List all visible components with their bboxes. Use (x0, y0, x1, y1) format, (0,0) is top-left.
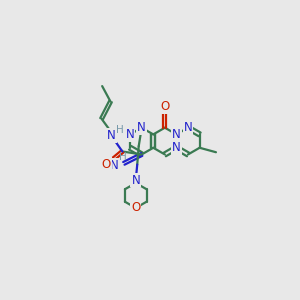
Text: O: O (102, 158, 111, 171)
Text: O: O (160, 100, 170, 113)
Text: N: N (107, 129, 116, 142)
Text: N: N (110, 159, 118, 172)
Text: H: H (118, 152, 126, 162)
Text: N: N (172, 128, 181, 141)
Text: N: N (126, 128, 134, 141)
Text: N: N (184, 121, 192, 134)
Text: N: N (137, 121, 146, 134)
Text: H: H (116, 125, 123, 135)
Text: N: N (172, 141, 181, 154)
Text: O: O (131, 202, 140, 214)
Text: N: N (131, 173, 140, 187)
